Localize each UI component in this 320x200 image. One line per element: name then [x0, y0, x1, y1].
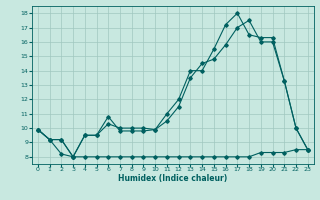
X-axis label: Humidex (Indice chaleur): Humidex (Indice chaleur) [118, 174, 228, 183]
